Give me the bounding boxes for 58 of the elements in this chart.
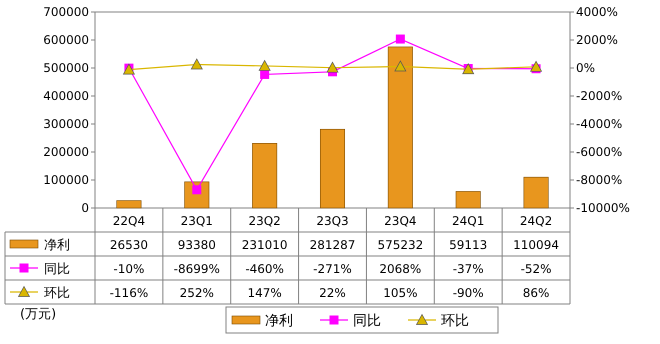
- table-value: -460%: [245, 262, 284, 276]
- ytick: 0: [81, 201, 89, 215]
- category: 23Q1: [180, 214, 213, 228]
- category: 22Q4: [112, 214, 146, 228]
- y2tick: 4000%: [576, 5, 618, 19]
- y2tick: -4000%: [576, 117, 622, 131]
- table-value: 86%: [522, 286, 550, 300]
- table-value: 231010: [242, 238, 288, 252]
- point: [530, 60, 542, 72]
- category: 24Q2: [520, 214, 552, 228]
- ytick: 600000: [43, 33, 89, 47]
- point: [396, 34, 405, 44]
- legend-label: 环比: [441, 313, 469, 329]
- table-value: -271%: [313, 262, 352, 276]
- point: [190, 58, 203, 70]
- y2tick: 2000%: [576, 33, 618, 47]
- legend-label: 同比: [353, 313, 381, 329]
- category: 23Q2: [248, 214, 281, 228]
- table-value: 22%: [319, 286, 346, 300]
- point: [258, 60, 270, 71]
- table-value: 93380: [178, 238, 216, 252]
- table-value: 110094: [513, 238, 559, 252]
- table-value: 26530: [110, 238, 148, 252]
- category: 23Q4: [384, 214, 417, 228]
- table-value: -10%: [113, 262, 144, 276]
- table-value: 575232: [377, 238, 424, 252]
- point: [326, 62, 338, 73]
- table-value: 281287: [310, 238, 356, 252]
- point: [394, 60, 406, 72]
- table-series-name: 环比: [44, 286, 70, 301]
- table-value: -52%: [520, 262, 552, 276]
- table-series-name: 净利: [44, 238, 70, 253]
- table-value: 2068%: [379, 262, 422, 276]
- point: [192, 185, 202, 194]
- legend-label: 净利: [265, 313, 293, 329]
- table-value: 147%: [247, 286, 282, 300]
- table-value: 59113: [449, 238, 488, 252]
- category: 23Q3: [316, 214, 349, 228]
- category: 24Q1: [452, 214, 484, 228]
- ytick: 400000: [43, 89, 89, 103]
- y2tick: -2000%: [576, 89, 622, 103]
- ytick: 300000: [43, 117, 89, 131]
- ytick: 700000: [43, 5, 89, 19]
- ytick: 100000: [43, 173, 89, 187]
- table-value: -116%: [110, 286, 148, 300]
- table-value: 105%: [383, 286, 418, 300]
- table-series-name: 同比: [44, 262, 70, 277]
- ytick: 500000: [43, 61, 89, 75]
- ytick: 200000: [43, 145, 89, 159]
- table-value: -8699%: [174, 262, 220, 276]
- y2tick: -6000%: [576, 145, 622, 159]
- table-value: -90%: [452, 286, 484, 300]
- y2tick: 0%: [576, 61, 596, 75]
- table-value: 252%: [180, 286, 214, 300]
- y2tick: -8000%: [576, 173, 622, 187]
- table-value: -37%: [452, 262, 484, 276]
- y2tick: -10000%: [576, 201, 630, 215]
- annotation: (万元): [20, 307, 56, 322]
